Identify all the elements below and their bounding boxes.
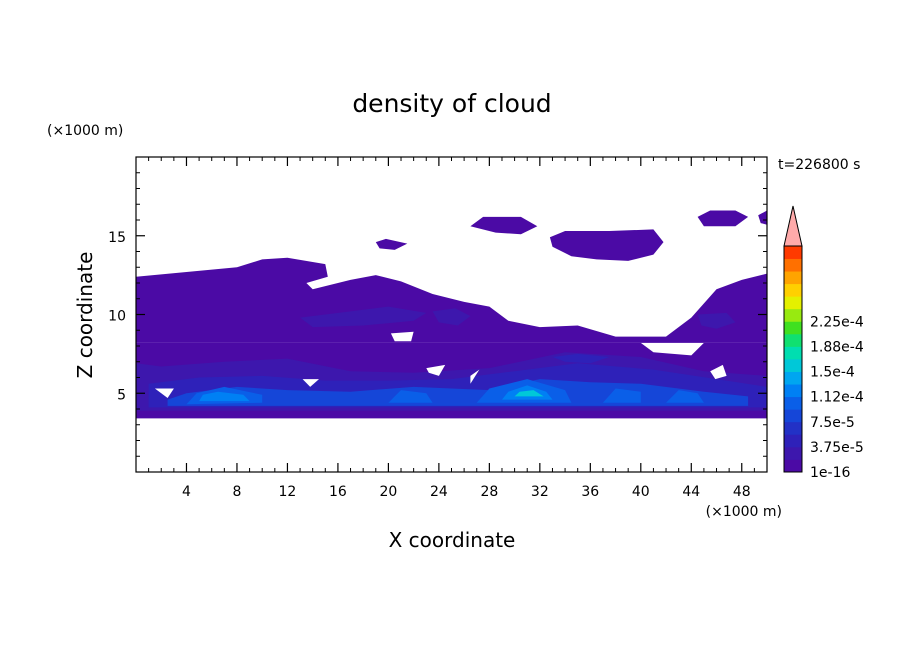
clear-sky-region <box>426 364 446 376</box>
colorbar-swatch <box>784 359 802 372</box>
clear-sky-region <box>596 290 610 298</box>
colorbar-frame <box>783 245 803 473</box>
clear-sky-region <box>470 369 480 384</box>
colorbar-label: 1.88e-4 <box>810 339 864 355</box>
cloud-region-level-5 <box>388 390 433 403</box>
x-tick-label: 20 <box>379 484 397 500</box>
y-unit-label: (×1000 m) <box>47 123 123 139</box>
x-tick-label: 32 <box>531 484 549 500</box>
colorbar-label: 1.5e-4 <box>810 365 855 381</box>
time-label: t=226800 s <box>778 157 860 173</box>
cloud-region-level-1 <box>697 312 736 329</box>
x-tick-label: 24 <box>430 484 448 500</box>
colorbar-swatch <box>784 308 802 322</box>
y-tick-label: 5 <box>117 387 126 403</box>
colorbar-label: 7.5e-5 <box>810 415 855 431</box>
clear-sky-region <box>154 388 174 398</box>
clear-sky-region <box>390 331 414 342</box>
colorbar-label: 3.75e-5 <box>810 440 864 456</box>
clear-sky-region <box>609 275 648 287</box>
colorbar-swatch <box>784 446 802 460</box>
colorbar-extend-arrow <box>783 205 803 247</box>
cloud-region-level-0 <box>136 257 767 343</box>
x-tick-label: 40 <box>632 484 650 500</box>
cloud-region-level-6 <box>199 391 250 402</box>
colorbar-swatch <box>784 333 802 347</box>
cloud-region-level-1 <box>300 306 427 328</box>
y-tick-label: 15 <box>108 230 126 246</box>
cloud-region-level-1 <box>432 308 471 326</box>
x-tick-label: 48 <box>733 484 751 500</box>
x-tick-label: 8 <box>232 484 241 500</box>
colorbar-swatch <box>784 258 802 272</box>
cloud-region-level-5 <box>602 388 641 403</box>
y-axis: 5 10 15 <box>108 172 767 457</box>
cloud-region-level-5 <box>666 390 704 403</box>
clear-sky-region <box>302 379 319 387</box>
x-tick-label: 28 <box>480 484 498 500</box>
colorbar-swatch <box>784 321 802 335</box>
colorbar: 1e-16 3.75e-5 7.5e-5 1.12e-4 1.5e-4 1.88e-4 2.… <box>783 205 864 481</box>
x-unit-label: (×1000 m) <box>706 504 782 520</box>
x-tick-label: 44 <box>682 484 700 500</box>
colorbar-label: 2.25e-4 <box>810 314 864 330</box>
x-axis-label: X coordinate <box>389 528 516 552</box>
colorbar-swatch <box>784 283 802 297</box>
cloud-region-level-0 <box>697 210 749 227</box>
x-tick-label: 36 <box>581 484 599 500</box>
clear-sky-region <box>653 298 682 305</box>
colorbar-swatch <box>784 271 802 285</box>
chart-title: density of cloud <box>352 89 551 118</box>
x-tick-label: 16 <box>329 484 347 500</box>
cloud-region-level-0 <box>758 210 767 225</box>
cloud-region-level-0 <box>375 238 408 250</box>
colorbar-swatch <box>784 384 802 398</box>
colorbar-swatch <box>784 396 802 410</box>
colorbar-swatch <box>784 434 802 448</box>
colorbar-label: 1.12e-4 <box>810 390 864 406</box>
cloud-region-level-0 <box>549 229 664 261</box>
colorbar-label: 1e-16 <box>810 465 850 481</box>
colorbar-swatch <box>784 346 802 360</box>
colorbar-swatch <box>784 246 802 259</box>
cloud-region-level-0 <box>470 216 538 235</box>
colorbar-swatch <box>784 459 802 473</box>
y-axis-label: Z coordinate <box>73 252 97 379</box>
colorbar-swatch <box>784 296 802 310</box>
y-tick-label: 10 <box>108 309 126 325</box>
contour-field <box>136 210 767 419</box>
x-tick-label: 4 <box>182 484 191 500</box>
clear-sky-region <box>710 364 727 380</box>
cloud-region-level-4 <box>167 379 749 406</box>
colorbar-swatch <box>784 421 802 435</box>
cloud-region-level-2 <box>552 353 610 364</box>
colorbar-swatch <box>784 371 802 385</box>
x-axis: 4 8 12 16 20 24 28 32 36 40 44 48 <box>148 157 755 500</box>
cloud-region-level-8 <box>514 390 544 397</box>
clear-sky-region <box>136 210 144 217</box>
colorbar-swatch <box>784 409 802 423</box>
x-tick-label: 12 <box>279 484 297 500</box>
